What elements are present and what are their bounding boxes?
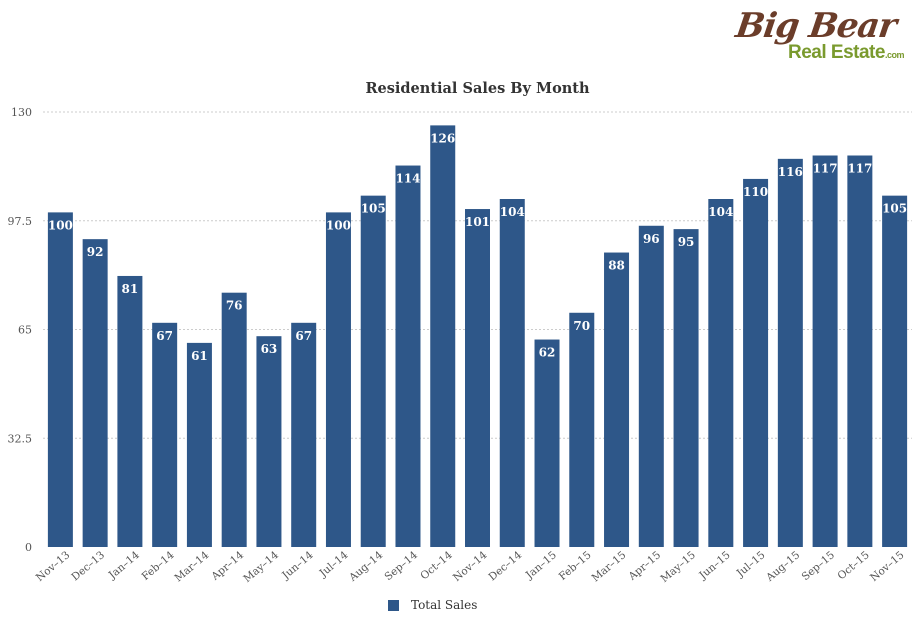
x-tick-label: Feb–15 (557, 549, 594, 583)
bar (47, 212, 73, 547)
bar (673, 229, 699, 547)
bar (430, 125, 456, 547)
data-label: 100 (48, 218, 73, 232)
data-label: 100 (326, 218, 351, 232)
bar (569, 312, 595, 547)
x-tick-label: Jul–14 (317, 549, 351, 580)
data-label: 61 (191, 349, 208, 363)
data-label: 96 (643, 232, 660, 246)
data-label: 117 (847, 162, 872, 176)
data-label: 105 (361, 202, 386, 216)
legend-label: Total Sales (411, 598, 478, 612)
bar (82, 239, 108, 547)
bar (152, 322, 178, 547)
x-tick-label: Sep–15 (800, 549, 837, 583)
x-tick-label: Dec–14 (487, 549, 525, 584)
x-tick-label: May–14 (241, 549, 281, 585)
x-tick-label: Mar–15 (590, 549, 629, 584)
bar (882, 195, 908, 547)
bar (604, 252, 630, 548)
x-tick-label: Feb–14 (140, 549, 177, 583)
bar (360, 195, 386, 547)
data-label: 101 (465, 215, 490, 229)
y-tick-label: 65 (18, 324, 32, 337)
logo-line2-text: Real Estate (788, 42, 885, 63)
x-tick-label: Oct–14 (418, 549, 455, 582)
bar (325, 212, 351, 547)
bar (534, 339, 560, 547)
legend: Total Sales (388, 597, 477, 613)
bar (291, 322, 317, 547)
x-tick-label: Sep–14 (383, 549, 421, 583)
data-label: 114 (395, 172, 420, 186)
chart-title: Residential Sales By Month (365, 80, 590, 97)
x-tick-label: Aug–15 (763, 549, 802, 584)
data-label: 67 (295, 329, 312, 343)
y-tick-label: 32.5 (8, 432, 33, 445)
bar (221, 292, 247, 547)
big-bear-logo: Big Bear Real Estate.com (732, 6, 907, 68)
data-label: 62 (539, 346, 556, 360)
x-tick-label: Apr–15 (626, 549, 664, 583)
y-tick-label: 97.5 (8, 215, 33, 228)
data-label: 117 (813, 162, 838, 176)
data-label: 92 (87, 245, 104, 259)
logo-line2: Real Estate.com (788, 42, 904, 64)
bar (847, 155, 873, 547)
y-tick-label: 130 (11, 106, 32, 119)
data-label: 116 (778, 165, 803, 179)
data-label: 76 (226, 299, 243, 313)
data-label: 70 (573, 319, 590, 333)
data-label: 67 (156, 329, 173, 343)
bar (638, 225, 664, 547)
bar (708, 199, 734, 547)
data-label: 104 (708, 205, 733, 219)
data-label: 63 (261, 342, 278, 356)
y-tick-label: 0 (25, 541, 32, 554)
x-tick-label: Dec–13 (69, 549, 107, 583)
x-tick-label: Nov–13 (34, 549, 72, 584)
legend-swatch (388, 599, 399, 611)
data-label: 81 (122, 282, 139, 296)
data-label: 126 (430, 131, 455, 145)
data-label: 105 (882, 202, 907, 216)
x-tick-label: Mar–14 (172, 549, 211, 585)
x-tick-label: Aug–14 (346, 549, 385, 585)
x-tick-label: Oct–15 (835, 549, 871, 582)
x-tick-label: May–15 (658, 549, 698, 585)
x-tick-label: Jun–14 (279, 549, 316, 582)
bar (465, 209, 490, 548)
bar (777, 158, 803, 547)
data-label: 88 (608, 259, 625, 273)
x-tick-label: Jan–14 (106, 549, 142, 582)
data-label: 95 (678, 235, 695, 249)
x-tick-label: Jan–15 (523, 549, 559, 582)
bar (256, 336, 282, 547)
x-tick-label: Apr–14 (209, 549, 247, 583)
bar (812, 155, 838, 547)
bar (743, 178, 769, 547)
x-tick-label: Jul–15 (734, 549, 768, 580)
x-tick-label: Nov–14 (451, 549, 490, 584)
bar (499, 199, 525, 547)
x-tick-label: Nov–15 (868, 549, 906, 584)
data-label: 104 (500, 205, 525, 219)
logo-suffix: .com (884, 50, 905, 60)
x-tick-label: Jun–15 (696, 549, 732, 582)
bar (117, 275, 143, 547)
bar (395, 165, 421, 548)
bar (186, 342, 212, 547)
data-label: 110 (743, 185, 768, 199)
